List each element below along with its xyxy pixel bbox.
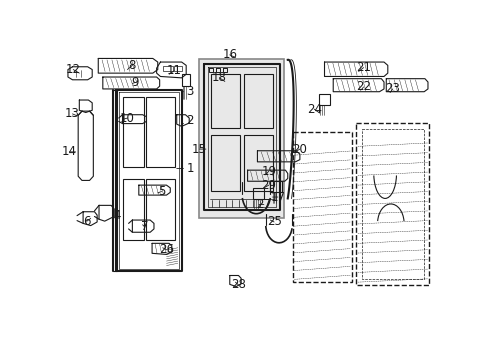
Text: 10: 10	[120, 112, 135, 125]
Text: 3: 3	[182, 85, 193, 98]
Bar	[163, 66, 173, 71]
Bar	[174, 66, 181, 71]
Text: 26: 26	[159, 243, 174, 256]
Bar	[244, 74, 273, 128]
Text: 17: 17	[270, 190, 285, 203]
Text: 18: 18	[212, 71, 226, 84]
Bar	[211, 135, 239, 191]
Bar	[270, 181, 281, 192]
Bar	[318, 94, 329, 105]
Bar	[122, 97, 143, 167]
Text: 12: 12	[65, 63, 81, 76]
Text: 16: 16	[222, 48, 237, 61]
Bar	[252, 188, 264, 199]
Bar	[355, 123, 428, 285]
Bar	[361, 129, 423, 279]
Bar	[244, 135, 273, 191]
Text: 13: 13	[65, 107, 80, 120]
Text: 29: 29	[261, 179, 276, 192]
Text: 4: 4	[112, 209, 121, 222]
Text: 6: 6	[83, 215, 90, 228]
Text: 25: 25	[266, 216, 281, 229]
Text: 7: 7	[141, 220, 148, 233]
Text: 28: 28	[230, 278, 245, 291]
Text: 24: 24	[306, 103, 321, 116]
Text: 22: 22	[355, 81, 370, 94]
Bar	[199, 59, 284, 219]
Bar	[181, 74, 190, 86]
Bar	[122, 179, 143, 240]
Text: 5: 5	[158, 185, 165, 198]
Bar	[292, 132, 351, 282]
Text: 11: 11	[166, 64, 181, 77]
Text: 9: 9	[131, 76, 139, 89]
Text: 21: 21	[355, 61, 370, 74]
Text: 2: 2	[181, 114, 193, 127]
Bar	[145, 97, 175, 167]
Text: 19: 19	[261, 165, 276, 178]
Text: 1: 1	[176, 162, 193, 175]
Text: 15: 15	[192, 143, 206, 156]
Text: 27: 27	[256, 198, 271, 211]
Text: 23: 23	[385, 82, 399, 95]
Bar	[211, 74, 239, 128]
Bar	[145, 179, 175, 240]
Text: 20: 20	[292, 143, 306, 156]
Text: 14: 14	[62, 145, 77, 158]
Text: 8: 8	[127, 59, 136, 72]
